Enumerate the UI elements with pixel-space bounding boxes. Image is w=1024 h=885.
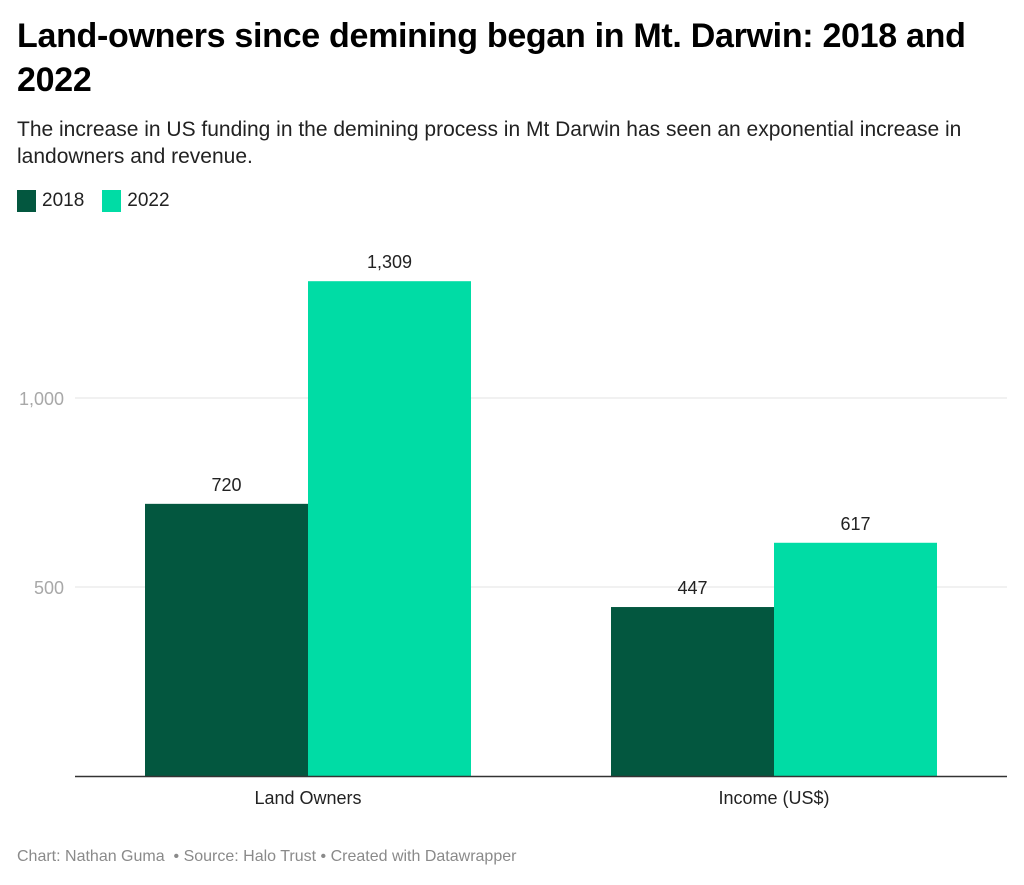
value-label: 617	[840, 514, 870, 534]
footer-chart-credit: Chart: Nathan Guma	[17, 848, 165, 865]
footer-separator: •	[316, 848, 331, 865]
value-labels: 720 1,309 447 617	[211, 252, 870, 598]
y-tick-label: 1,000	[19, 389, 64, 409]
chart-title: Land-owners since demining began in Mt. …	[17, 17, 966, 99]
bar-2022	[308, 281, 471, 776]
legend-item-2022: 2022	[102, 190, 170, 212]
bars	[145, 281, 937, 776]
x-tick-label: Land Owners	[254, 788, 361, 808]
value-label: 720	[211, 475, 241, 495]
bar-2022	[774, 542, 937, 776]
legend-swatch-2018	[17, 190, 36, 212]
x-axis: Land Owners Income (US$)	[75, 775, 1007, 808]
legend-label-2018: 2018	[42, 190, 85, 211]
bar-2018	[611, 607, 774, 776]
footer-separator: •	[169, 848, 184, 865]
legend-swatch-2022	[102, 190, 122, 212]
y-tick-label: 500	[34, 578, 64, 598]
footer-source: Source: Halo Trust	[183, 848, 317, 865]
legend-item-2018: 2018	[17, 190, 84, 212]
legend: 2018 2022	[17, 190, 170, 212]
legend-label-2022: 2022	[127, 190, 170, 211]
footer: Chart: Nathan Guma • Source: Halo Trust …	[17, 848, 516, 866]
bar-2018	[145, 503, 308, 776]
footer-created-with: Created with Datawrapper	[330, 848, 517, 865]
value-label: 447	[677, 578, 707, 598]
chart-subtitle: The increase in US funding in the demini…	[17, 118, 962, 168]
x-tick-label: Income (US$)	[718, 788, 829, 808]
value-label: 1,309	[367, 252, 412, 272]
